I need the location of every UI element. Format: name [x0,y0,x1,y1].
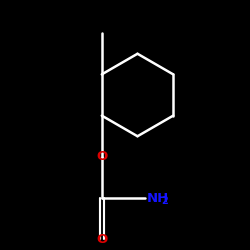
Text: NH: NH [146,192,169,204]
Text: O: O [96,233,108,246]
Text: 2: 2 [161,196,168,206]
Text: O: O [96,150,108,164]
